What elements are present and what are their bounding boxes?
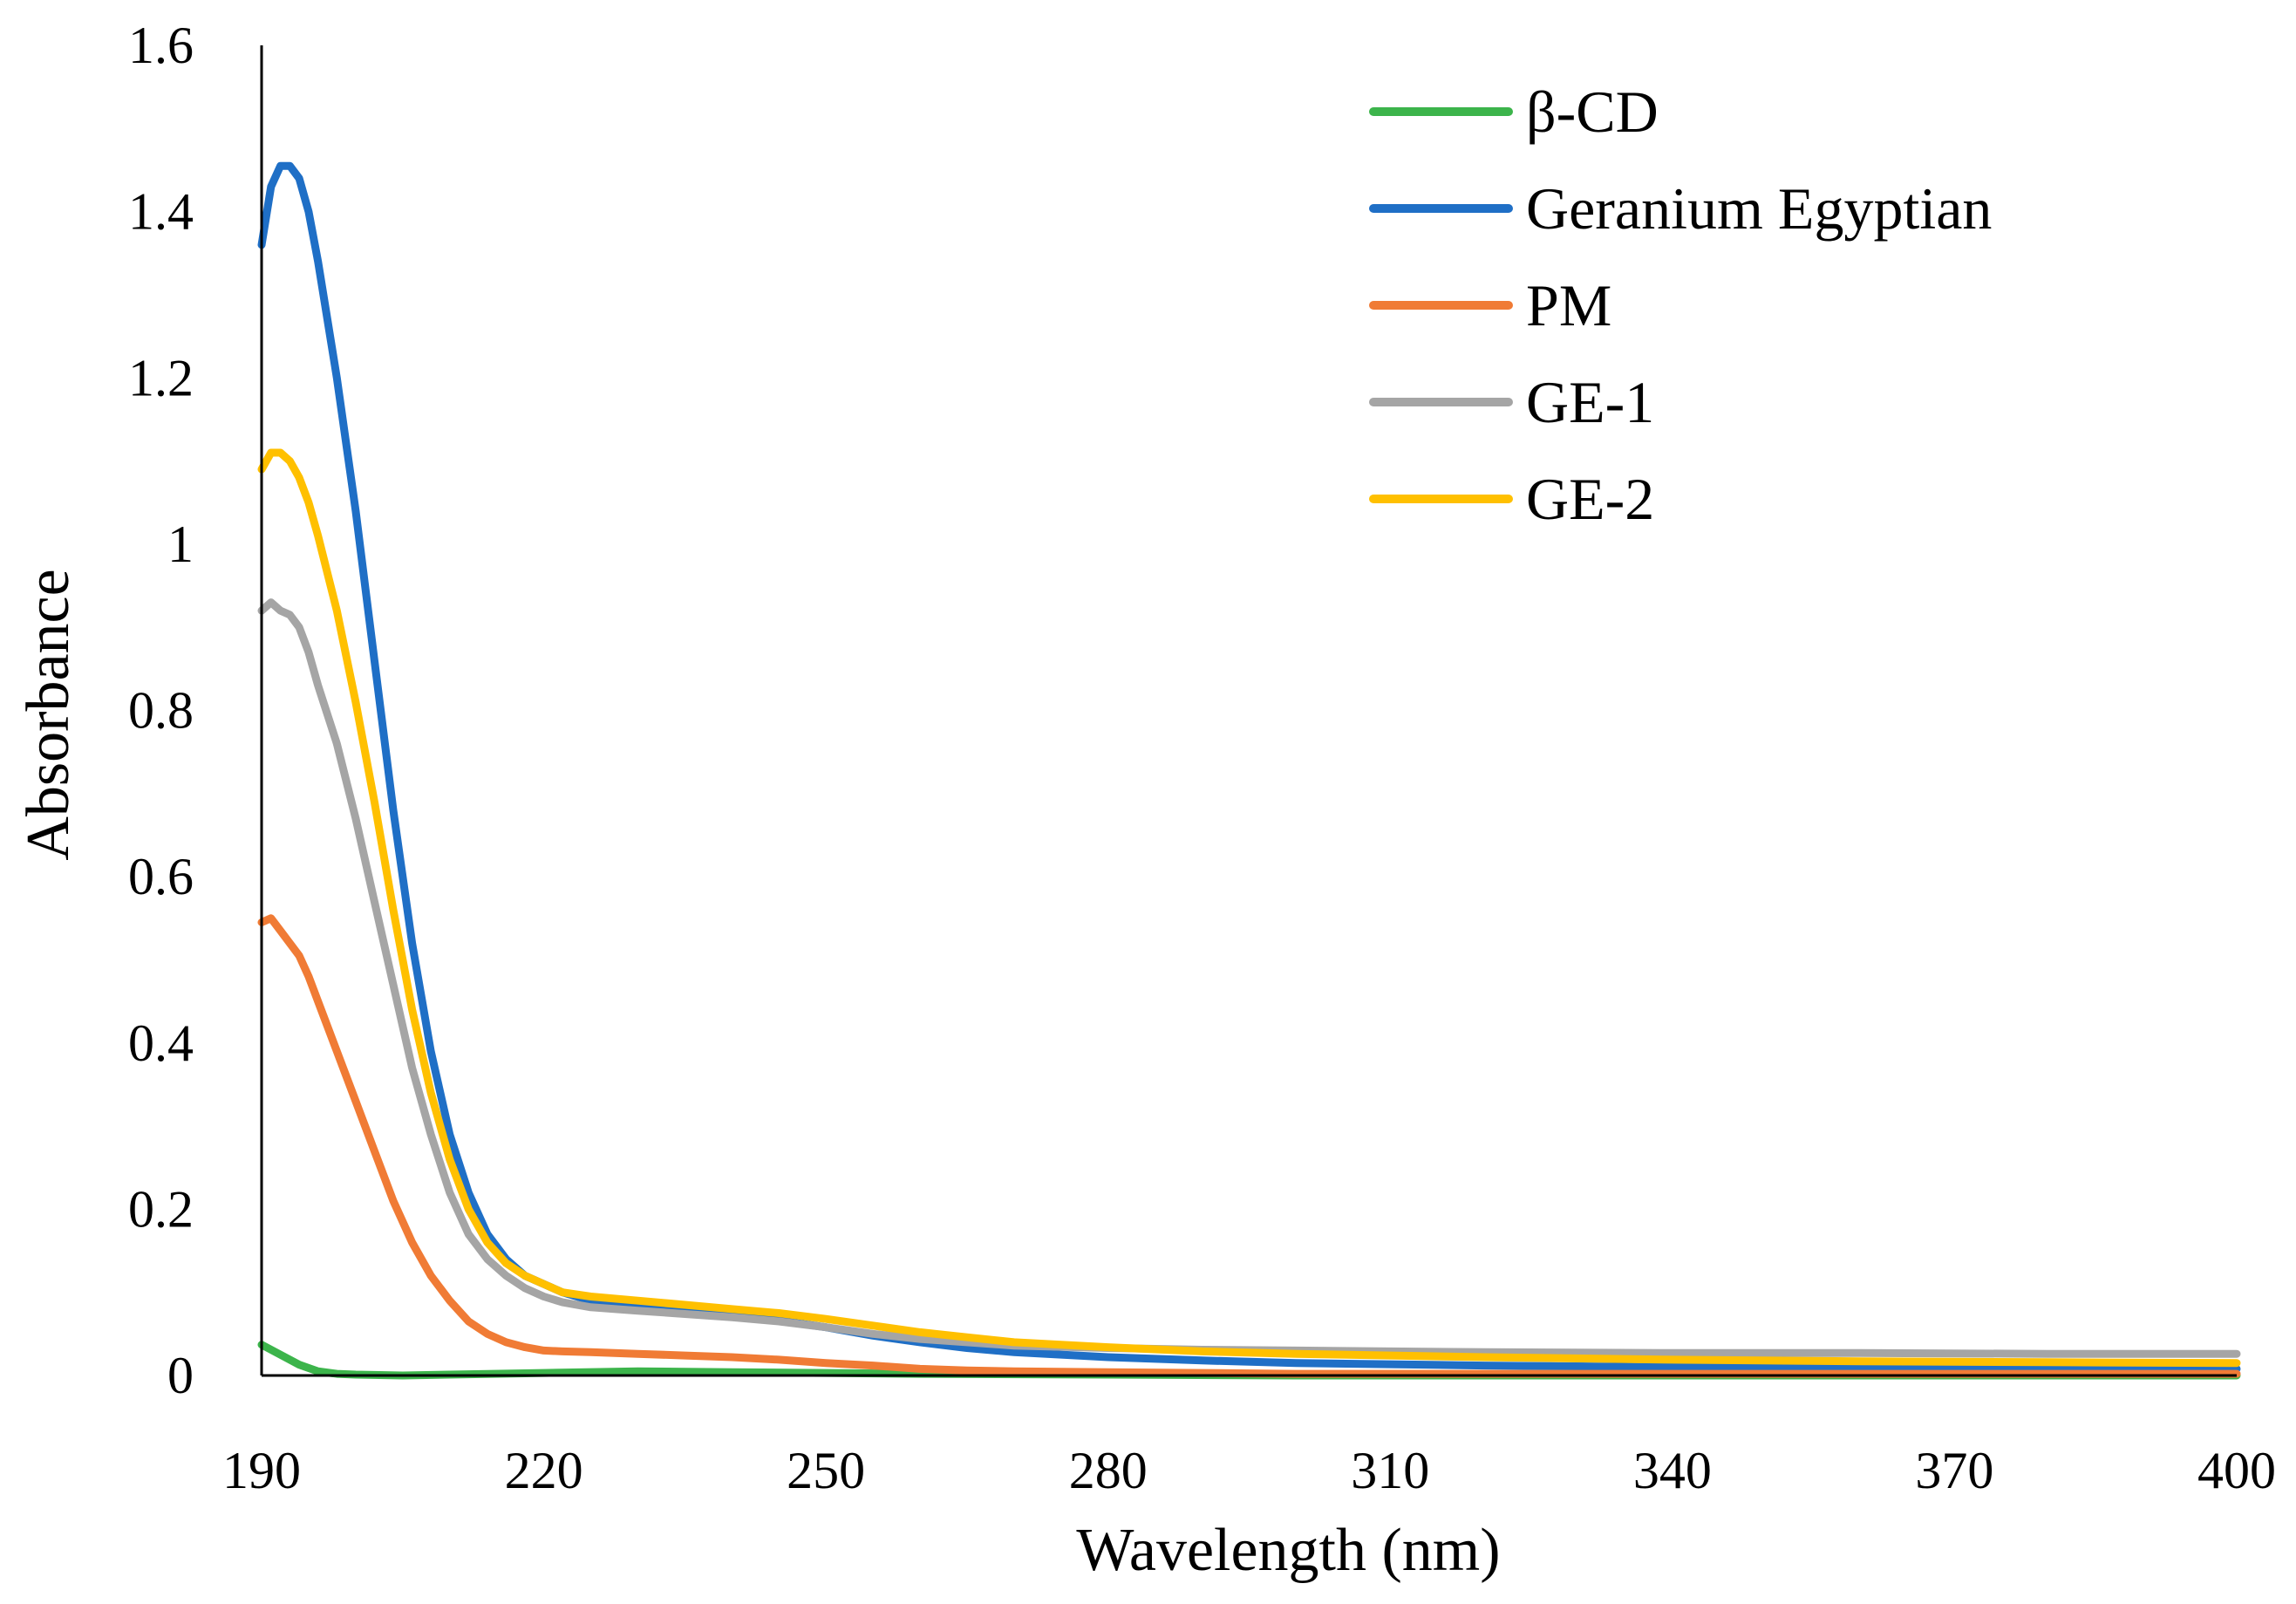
- x-tick-label: 220: [505, 1442, 583, 1499]
- legend-label: Geranium Egyptian: [1526, 175, 1992, 242]
- y-tick-label: 1.6: [128, 17, 194, 74]
- y-tick-label: 1.4: [128, 183, 194, 241]
- legend-label: GE-2: [1526, 466, 1654, 532]
- series-line-4: [257, 448, 2241, 1368]
- legend-label: PM: [1526, 272, 1611, 338]
- legend-label: β-CD: [1526, 78, 1659, 145]
- x-tick-label: 190: [222, 1442, 301, 1499]
- series-layer: [257, 161, 2241, 1380]
- y-tick-label: 0.4: [128, 1014, 194, 1072]
- y-tick-label: 0.6: [128, 848, 194, 905]
- x-tick-label: 250: [787, 1442, 865, 1499]
- x-tick-label: 400: [2197, 1442, 2276, 1499]
- x-tick-label: 370: [1915, 1442, 1993, 1499]
- series-line-2: [257, 914, 2241, 1378]
- y-tick-label: 1: [167, 515, 194, 573]
- y-tick-label: 0.8: [128, 682, 194, 740]
- x-tick-label: 280: [1069, 1442, 1148, 1499]
- y-tick-label: 1.2: [128, 349, 194, 406]
- x-tick-label: 340: [1633, 1442, 1712, 1499]
- x-axis-title: Wavelength (nm): [1076, 1517, 1500, 1584]
- series-line-3: [257, 598, 2241, 1358]
- legend-label: GE-1: [1526, 369, 1654, 435]
- legend: β-CD Geranium Egyptian PM GE-1 GE-2: [1369, 78, 1992, 532]
- y-tick-label: 0.2: [128, 1180, 194, 1238]
- series-line-1: [257, 161, 2241, 1373]
- x-tick-label: 310: [1351, 1442, 1429, 1499]
- y-tick-labels: 0 0.2 0.4 0.6 0.8 1 1.2 1.4 1.6: [128, 17, 194, 1404]
- y-tick-label: 0: [167, 1347, 194, 1404]
- y-axis-title: Absorbance: [15, 569, 82, 860]
- x-tick-labels: 190 220 250 280 310 340 370 400: [222, 1442, 2276, 1499]
